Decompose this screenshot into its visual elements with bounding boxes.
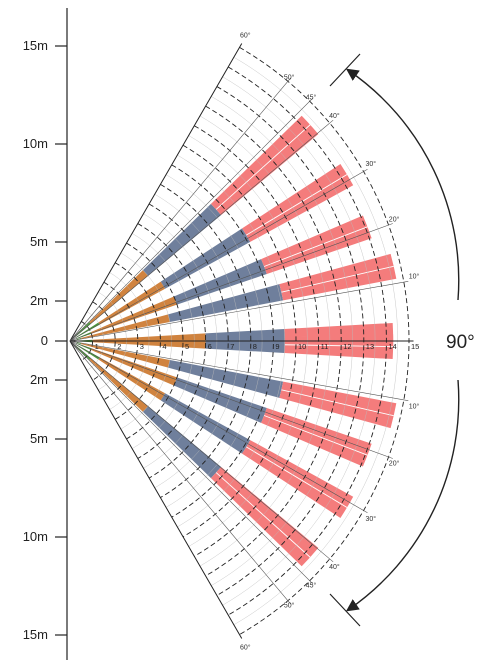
range-arc-3 — [103, 281, 139, 401]
angle-ray — [69, 340, 243, 639]
angle-ray — [69, 43, 243, 342]
coverage-arc-arrow — [345, 68, 460, 301]
beam-8-split-line — [246, 446, 348, 508]
beam-7-mid-zone — [173, 377, 267, 423]
beam-3-far-zone — [242, 164, 354, 242]
distance-label-13: 13 — [366, 342, 374, 351]
range-arc-5 — [126, 242, 184, 440]
beam-5-far-zone — [284, 334, 394, 360]
range-arc-4 — [114, 262, 161, 420]
distance-label-8: 8 — [253, 342, 257, 351]
beam-1-split-line — [281, 265, 394, 293]
y-label-2m-top: 2m — [30, 293, 48, 308]
beam-6-close-zone — [76, 342, 82, 344]
beam-1-mid-zone — [168, 284, 284, 322]
angle-label-upper-0: 60° — [240, 32, 251, 40]
distance-label-10: 10 — [298, 342, 306, 351]
range-arc-6 — [137, 223, 207, 459]
angle-ray — [69, 97, 314, 342]
angle-ray — [69, 340, 334, 563]
angle-label-upper-2: 45° — [306, 93, 317, 101]
angle-label-upper-1: 50° — [284, 73, 295, 81]
distance-label-11: 11 — [321, 342, 329, 351]
distance-label-1: 1 — [95, 342, 99, 351]
y-label-10m-bottom: 10m — [23, 529, 48, 544]
beam-1-far-zone — [279, 253, 397, 301]
distance-label-5: 5 — [185, 342, 189, 351]
distance-label-9: 9 — [275, 342, 279, 351]
beam-6-mid-zone — [168, 360, 284, 398]
y-label-2m-bottom: 2m — [30, 372, 48, 387]
beam-3-near-zone — [98, 281, 166, 325]
beam-4-near-zone — [89, 270, 149, 324]
range-arc-1 — [81, 321, 94, 361]
y-label-10m-top: 10m — [23, 136, 48, 151]
beam-2-mid-zone — [173, 259, 267, 305]
beam-1-close-zone — [76, 338, 82, 340]
range-grid — [69, 43, 414, 639]
distance-label-12: 12 — [343, 342, 351, 351]
angle-label-lower-2: 30° — [365, 515, 376, 523]
distance-label-6: 6 — [208, 342, 212, 351]
coverage-arc-arrow-lower — [345, 379, 460, 612]
y-label-0: 0 — [41, 333, 48, 348]
angle-ray — [69, 281, 409, 342]
angle-ray — [69, 340, 393, 459]
y-label-15m-bottom: 15m — [23, 627, 48, 642]
angle-ray — [69, 340, 314, 585]
angle-ray — [69, 340, 409, 401]
angle-label-lower-6: 60° — [240, 643, 251, 651]
angle-label-upper-5: 20° — [389, 216, 400, 224]
angle-label-upper-3: 40° — [329, 112, 340, 120]
angle-ray — [69, 77, 292, 342]
distance-label-4: 4 — [162, 342, 166, 351]
beam-2-near-zone — [90, 296, 177, 334]
beam-8-far-zone — [242, 440, 354, 518]
angle-ray — [69, 223, 393, 342]
beam-4-close-zone — [74, 322, 91, 337]
distance-label-14: 14 — [388, 342, 396, 351]
beam-1-near-zone — [80, 314, 170, 339]
distance-label-15: 15 — [411, 342, 419, 351]
angle-ray — [69, 340, 368, 514]
beam-3-split-line — [246, 174, 348, 236]
y-axis-labels: 15m 10m 5m 2m 0 2m 5m 10m 15m — [23, 38, 48, 642]
y-label-15m-top: 15m — [23, 38, 48, 53]
beam-6-near-zone — [80, 343, 170, 368]
beam-7-far-zone — [261, 408, 372, 467]
angle-label-lower-1: 20° — [389, 459, 400, 467]
arrow-tail-top — [329, 53, 361, 87]
angle-label-lower-3: 40° — [329, 563, 340, 571]
distance-label-3: 3 — [140, 342, 144, 351]
distance-label-7: 7 — [230, 342, 234, 351]
angle-ray — [69, 168, 368, 342]
y-axis-ticks — [55, 45, 67, 636]
angle-label-lower-0: 10° — [409, 402, 420, 410]
angle-label-upper-4: 30° — [365, 160, 376, 168]
beam-3-mid-zone — [160, 228, 251, 289]
beam-6-split-line — [281, 389, 394, 417]
beam-2-far-zone — [261, 215, 372, 274]
range-arc-7 — [148, 203, 229, 479]
beam-5-mid-zone — [205, 336, 285, 353]
beam-2-split-line — [263, 226, 368, 267]
y-label-5m-bottom: 5m — [30, 431, 48, 446]
beam-8-near-zone — [98, 357, 166, 401]
grid-labels: 1 2 3 4 5 6 7 8 9 10 11 12 13 14 1560°50°45°40°30°20°1… — [95, 32, 420, 652]
beam-6-far-zone — [279, 381, 397, 429]
beam-9-near-zone — [89, 358, 149, 412]
angle-label-lower-4: 45° — [306, 582, 317, 590]
angle-label-lower-5: 50° — [284, 602, 295, 610]
beam-7-split-line — [263, 415, 368, 456]
angle-label-upper-6: 10° — [409, 273, 420, 281]
angle-ray — [69, 119, 334, 342]
coverage-angle-label: 90° — [446, 332, 475, 353]
angle-ray — [69, 340, 292, 605]
arrow-tail-bottom — [329, 593, 361, 627]
range-arc-8 — [160, 184, 252, 498]
y-label-5m-top: 5m — [30, 234, 48, 249]
distance-label-2: 2 — [117, 342, 121, 351]
